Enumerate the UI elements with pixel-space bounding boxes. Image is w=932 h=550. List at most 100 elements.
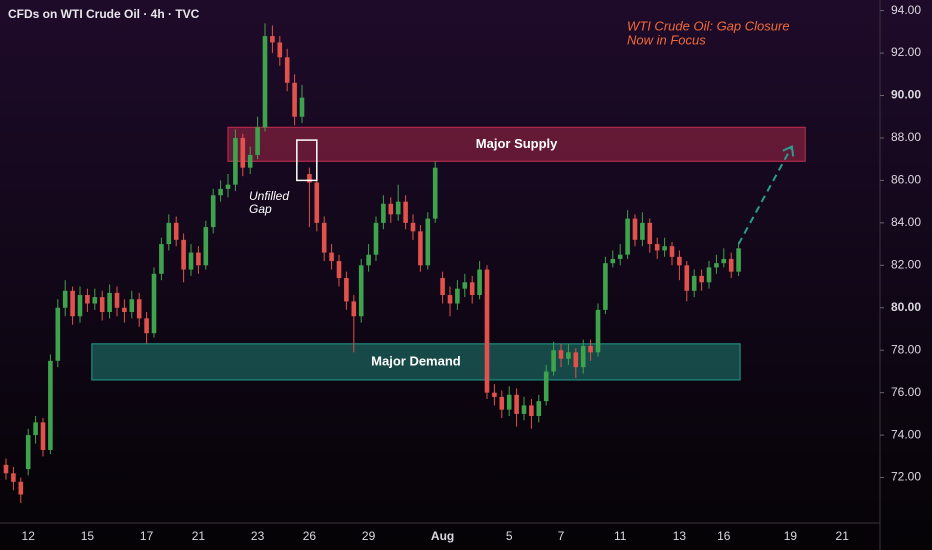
candle-body: [48, 360, 53, 450]
candle-body: [92, 297, 98, 304]
candle-body: [706, 267, 712, 283]
candle-body: [728, 258, 734, 272]
candle-body: [240, 137, 246, 168]
candle-body: [255, 127, 260, 155]
candle-body: [307, 174, 312, 183]
candle-body: [203, 227, 209, 266]
candle-body: [462, 282, 468, 289]
candle-body: [558, 350, 564, 359]
gap-label: Unfilled: [249, 189, 289, 203]
candle-body: [344, 278, 349, 302]
candle-body: [447, 295, 453, 304]
candle-body: [514, 394, 519, 414]
gap-box: [296, 139, 318, 182]
candle-body: [299, 97, 305, 117]
candle-body: [107, 292, 112, 312]
candle-body: [25, 435, 31, 470]
candle-body: [677, 256, 682, 266]
candle-body: [122, 307, 127, 312]
candle-body: [521, 405, 527, 414]
candle-body: [85, 295, 90, 304]
candle-body: [529, 405, 534, 416]
annotation: WTI Crude Oil: Gap Closure: [627, 18, 790, 33]
x-tick-label: Aug: [431, 529, 454, 543]
candle-body: [543, 371, 549, 402]
zone-label: Major Demand: [371, 353, 461, 368]
candle-body: [691, 275, 697, 291]
candle-body: [573, 352, 579, 368]
candle-body: [536, 401, 542, 416]
candle-body: [114, 292, 120, 308]
x-tick-label: 11: [614, 529, 627, 543]
candle-body: [610, 258, 616, 264]
candle-body: [388, 203, 394, 215]
candle-body: [632, 218, 638, 240]
candle-body: [410, 222, 416, 232]
candle-body: [129, 299, 135, 312]
x-tick-label: 15: [81, 529, 95, 543]
candle-body: [395, 201, 401, 215]
x-tick-label: 16: [717, 529, 731, 543]
y-tick-label: 88.00: [891, 130, 921, 144]
candle-body: [218, 188, 223, 196]
y-tick-label: 80.00: [891, 300, 921, 314]
candle-body: [484, 269, 490, 393]
candle-body: [314, 182, 320, 223]
candle-body: [736, 248, 741, 272]
zone-label: Major Supply: [476, 136, 558, 151]
candle-body: [432, 167, 438, 219]
y-tick-label: 92.00: [891, 45, 921, 59]
y-tick-label: 84.00: [891, 215, 921, 229]
candle-body: [166, 222, 172, 245]
candle-body: [321, 222, 327, 253]
y-tick-label: 76.00: [891, 385, 921, 399]
candle-body: [33, 422, 38, 436]
x-tick-label: 23: [251, 529, 265, 543]
y-tick-label: 82.00: [891, 257, 921, 271]
candle-body: [595, 309, 601, 353]
candle-body: [181, 239, 186, 270]
candle-body: [11, 473, 16, 482]
candle-body: [625, 218, 630, 255]
candle-body: [62, 290, 68, 308]
candle-body: [3, 464, 9, 474]
candle-body: [358, 265, 364, 317]
candle-body: [654, 244, 660, 251]
candle-body: [77, 295, 83, 317]
x-tick-label: 5: [506, 529, 513, 543]
candle-body: [247, 154, 253, 168]
chart-title: CFDs on WTI Crude Oil · 4h · TVC: [8, 7, 200, 21]
candle-body: [70, 290, 75, 317]
candle-body: [647, 222, 653, 245]
candle-body: [617, 254, 623, 259]
candle-body: [173, 222, 179, 240]
y-tick-label: 72.00: [891, 470, 921, 484]
candle-body: [603, 263, 608, 310]
y-tick-label: 74.00: [891, 427, 921, 441]
candle-body: [144, 318, 149, 334]
candle-body: [381, 203, 386, 223]
y-tick-label: 86.00: [891, 173, 921, 187]
candle-body: [373, 222, 379, 255]
gap-label: Gap: [249, 202, 272, 216]
x-tick-label: 26: [303, 529, 317, 543]
candle-body: [55, 307, 61, 361]
projection-arrowhead: [782, 144, 795, 157]
candle-body: [588, 345, 593, 353]
candle-body: [714, 263, 719, 268]
candle-body: [18, 481, 24, 495]
candle-body: [566, 352, 571, 359]
candle-body: [196, 252, 201, 266]
candle-body: [418, 231, 423, 266]
x-tick-label: 29: [362, 529, 376, 543]
y-tick-label: 94.00: [891, 3, 921, 17]
x-tick-label: 19: [784, 529, 798, 543]
y-tick-label: 90.00: [891, 88, 921, 102]
candle-body: [270, 36, 275, 43]
projection-line: [737, 145, 793, 245]
candle-body: [292, 82, 297, 117]
candle-body: [684, 265, 690, 291]
candle-body: [492, 392, 497, 397]
